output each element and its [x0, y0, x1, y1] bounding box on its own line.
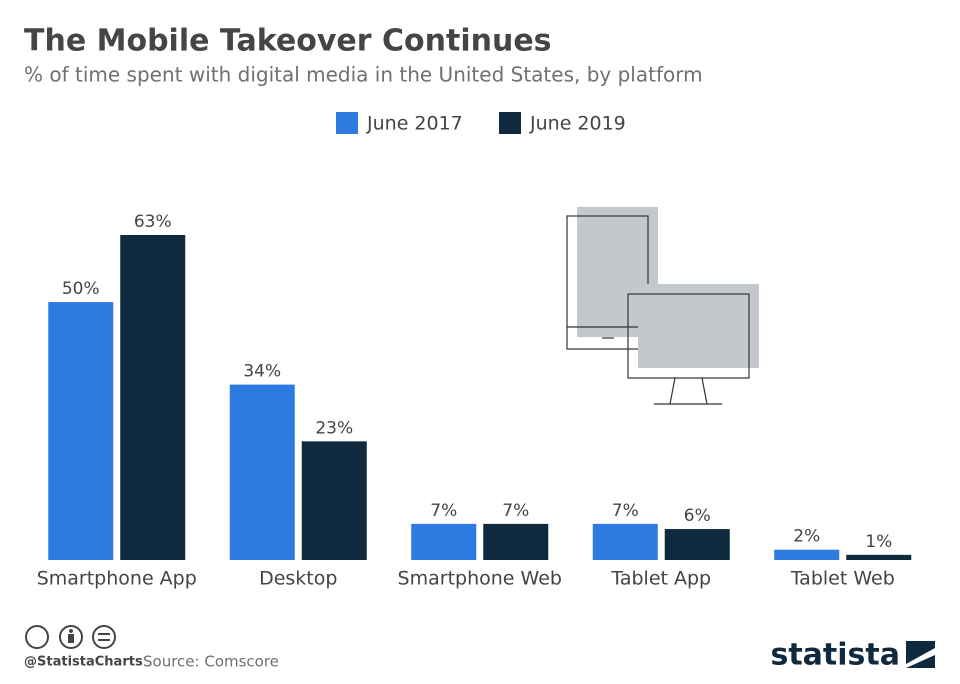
bar — [592, 523, 658, 560]
value-label: 50% — [62, 279, 100, 299]
value-label: 34% — [243, 362, 281, 382]
legend-swatch — [336, 112, 358, 134]
bar — [774, 549, 840, 560]
legend-swatch — [499, 112, 521, 134]
bar — [229, 384, 295, 560]
bar — [483, 523, 549, 560]
value-label: 7% — [430, 501, 457, 521]
legend-label: June 2017 — [366, 113, 463, 135]
bar — [301, 441, 367, 560]
x-tick-label: Tablet App — [610, 568, 711, 590]
brand-logo — [906, 641, 935, 668]
chart-title: The Mobile Takeover Continues — [24, 24, 552, 59]
cc-icons — [25, 625, 116, 649]
device-illustration — [566, 207, 759, 405]
x-tick-label: Desktop — [259, 568, 337, 590]
brand: statista — [770, 638, 900, 673]
x-tick-label: Tablet Web — [790, 568, 895, 590]
value-label: 1% — [865, 532, 892, 552]
bar — [411, 523, 477, 560]
bar — [846, 554, 912, 560]
value-label: 23% — [315, 418, 353, 438]
bar — [120, 235, 186, 560]
value-label: 63% — [134, 212, 172, 232]
value-label: 7% — [612, 501, 639, 521]
value-label: 6% — [684, 506, 711, 526]
chart-subtitle: % of time spent with digital media in th… — [24, 63, 703, 87]
x-tick-label: Smartphone Web — [398, 568, 562, 590]
value-label: 7% — [502, 501, 529, 521]
legend-label: June 2019 — [529, 113, 626, 135]
x-tick-label: Smartphone App — [37, 568, 197, 590]
handle: @StatistaCharts — [24, 655, 143, 670]
bar — [48, 302, 114, 560]
source: Source: Comscore — [143, 653, 279, 671]
bar — [664, 529, 730, 560]
value-label: 2% — [793, 527, 820, 547]
